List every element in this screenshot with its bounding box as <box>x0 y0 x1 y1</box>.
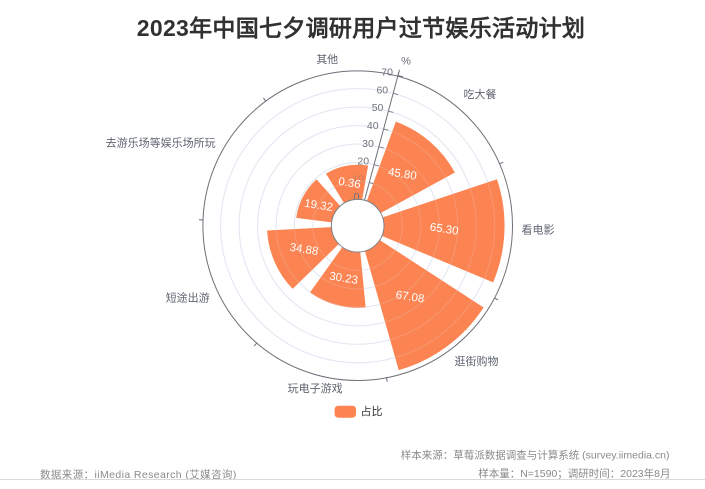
svg-text:吃大餐: 吃大餐 <box>464 87 497 101</box>
svg-text:样本量：N=1590；调研时间：2023年8月: 样本量：N=1590；调研时间：2023年8月 <box>478 467 670 480</box>
svg-text:%: % <box>401 56 411 68</box>
svg-text:玩电子游戏: 玩电子游戏 <box>288 382 343 395</box>
svg-text:逛街购物: 逛街购物 <box>455 354 499 368</box>
svg-text:其他: 其他 <box>316 53 338 66</box>
svg-text:占比: 占比 <box>361 404 383 418</box>
svg-text:短途出游: 短途出游 <box>166 291 210 305</box>
svg-text:看电影: 看电影 <box>522 223 555 237</box>
svg-text:样本来源：草莓派数据调查与计算系统 (survey.iime: 样本来源：草莓派数据调查与计算系统 (survey.iimedia.cn) <box>401 449 670 462</box>
svg-text:去游乐场等娱乐场所玩: 去游乐场等娱乐场所玩 <box>106 135 216 149</box>
